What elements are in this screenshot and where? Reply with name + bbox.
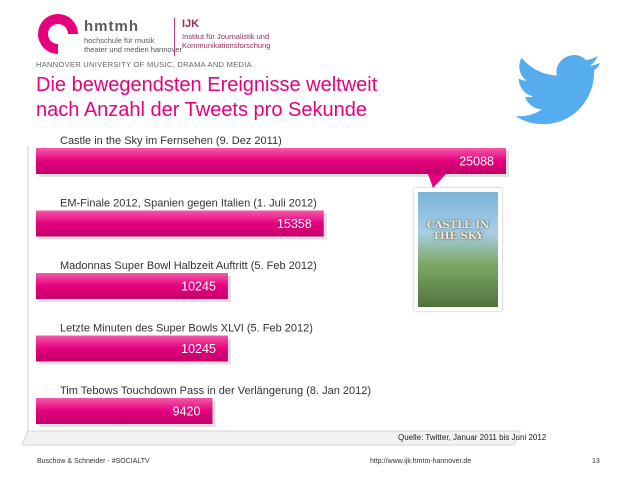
footer-authors: Buschow & Schneider - #SOCIALTV xyxy=(37,458,150,465)
poster-image: CASTLE IN THE SKY xyxy=(418,192,498,307)
bar-value-label: 15358 xyxy=(277,217,312,231)
bar-value-label: 9420 xyxy=(173,405,201,419)
bar-category-label: Letzte Minuten des Super Bowls XLVI (5. … xyxy=(60,323,313,335)
bar xyxy=(36,210,324,237)
bar-category-label: Castle in the Sky im Fernsehen (9. Dez 2… xyxy=(60,135,282,147)
callout-pointer xyxy=(428,174,446,188)
logo-line-2: theater und medien hannover xyxy=(84,45,182,54)
castle-in-the-sky-poster: CASTLE IN THE SKY xyxy=(414,188,502,311)
ijk-line-1: Institut für Journalistik und xyxy=(182,32,270,41)
title-line-2: nach Anzahl der Tweets pro Sekunde xyxy=(36,99,367,121)
logo-name: hmtmh xyxy=(84,18,139,35)
twitter-bird-icon xyxy=(515,55,600,125)
bar xyxy=(36,273,228,299)
bar xyxy=(36,148,506,174)
ijk-logo: IJK xyxy=(182,18,200,30)
bar-category-label: Tim Tebows Touchdown Pass in der Verläng… xyxy=(60,385,371,397)
bar xyxy=(36,398,213,424)
bar-category-label: EM-Finale 2012, Spanien gegen Italien (1… xyxy=(60,198,317,210)
logo: hmtmh hochschule für musik theater und m… xyxy=(36,12,456,70)
ijk-line-2: Kommunikationsforschung xyxy=(182,41,271,50)
footer-url[interactable]: http://www.ijk.hmtm-hannover.de xyxy=(370,458,472,465)
bar xyxy=(36,335,228,362)
chart-floor xyxy=(21,430,521,446)
title-line-1: Die bewegendsten Ereignisse weltweit xyxy=(36,74,378,96)
source-note: Quelle: Twitter, Januar 2011 bis Juni 20… xyxy=(398,433,547,442)
bar-category-label: Madonnas Super Bowl Halbzeit Auftritt (5… xyxy=(60,260,317,272)
university-name: HANNOVER UNIVERSITY OF MUSIC, DRAMA AND … xyxy=(36,60,252,69)
logo-line-1: hochschule für musik xyxy=(84,36,155,45)
page-number: 13 xyxy=(592,458,600,465)
page-title: Die bewegendsten Ereignisse weltweit nac… xyxy=(36,73,377,123)
bar-value-label: 10245 xyxy=(181,342,216,356)
bar-value-label: 25088 xyxy=(459,155,494,169)
poster-title: CASTLE IN THE SKY xyxy=(426,220,490,242)
logo-divider xyxy=(174,18,175,56)
bar-value-label: 10245 xyxy=(181,280,216,294)
hmtmh-logo-icon xyxy=(38,14,78,54)
